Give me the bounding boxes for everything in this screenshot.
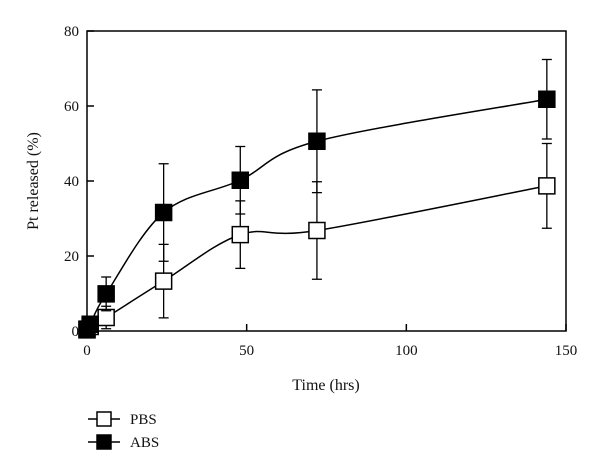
y-tick-label: 0 [72,324,80,340]
data-point-abs [154,203,173,222]
x-tick-label: 100 [395,343,418,359]
y-tick-label: 20 [64,249,79,265]
legend-marker-pbs [96,411,112,427]
x-tick-label: 50 [239,343,254,359]
data-point-abs [81,315,99,333]
x-tick-label: 150 [555,343,578,359]
y-tick-label: 60 [64,99,79,115]
data-point-pbs [538,177,556,195]
legend-label-abs: ABS [130,435,159,451]
data-point-pbs [308,221,326,240]
legend-label-pbs: PBS [130,412,157,428]
data-point-abs [308,132,326,150]
data-point-abs [97,285,115,303]
legend-marker-abs [96,434,112,450]
x-axis-title: Time (hrs) [292,377,359,394]
y-tick-label: 80 [64,24,79,40]
x-tick-label: 0 [83,343,91,359]
y-tick-label: 40 [64,174,79,190]
data-point-pbs [154,272,173,290]
data-point-abs [538,90,556,108]
series-group [78,58,556,339]
data-point-pbs [97,308,115,327]
legend: PBS ABS [88,411,159,451]
tick-labels: 0 20 40 60 80 0 50 100 150 [64,24,577,359]
data-point-abs [231,171,250,189]
y-axis-title: Pt released (%) [25,132,42,230]
series-abs [78,58,556,338]
data-point-pbs [231,225,250,244]
